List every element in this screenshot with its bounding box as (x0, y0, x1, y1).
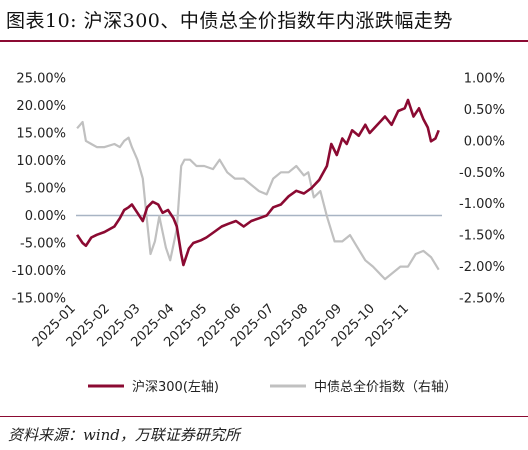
legend: 沪深300(左轴) 中债总全价指数（右轴） (88, 379, 457, 395)
y-right-tick-label: -0.50% (459, 166, 505, 181)
x-axis-ticks: 2025-012025-022025-032025-042025-052025-… (30, 301, 412, 350)
y-left-tick-label: 15.00% (16, 127, 66, 142)
left-axis-ticks: 25.00% 20.00% 15.00% 10.00% 5.00% 0.00% -5.00%… (12, 72, 66, 307)
y-right-tick-label: -1.50% (459, 229, 505, 244)
y-right-tick-label: -2.50% (459, 292, 505, 307)
right-axis-ticks: 1.00% 0.50% 0.00% -0.50% -1.00% -1.50% -2.00% -… (459, 72, 505, 307)
source-note: 资料来源：wind，万联证券研究所 (8, 426, 240, 444)
y-left-tick-label: -5.00% (20, 237, 66, 252)
y-left-tick-label: 25.00% (16, 72, 66, 87)
y-left-tick-label: -10.00% (12, 264, 66, 279)
y-right-tick-label: 0.50% (464, 103, 505, 118)
source-divider (0, 416, 528, 417)
legend-label-bond: 中债总全价指数（右轴） (314, 379, 457, 395)
title-divider (0, 40, 528, 42)
y-right-tick-label: 1.00% (464, 72, 505, 87)
hs300-series-line (76, 98, 440, 267)
bond-index-series-line (76, 120, 440, 281)
y-right-tick-label: -1.00% (459, 197, 505, 212)
y-left-tick-label: 0.00% (25, 209, 66, 224)
y-left-tick-label: 5.00% (25, 182, 66, 197)
y-left-tick-label: 10.00% (16, 154, 66, 169)
legend-label-hs300: 沪深300(左轴) (132, 379, 219, 395)
y-right-tick-label: 0.00% (464, 134, 505, 149)
chart-title: 图表10: 沪深300、中债总全价指数年内涨跌幅走势 (6, 10, 453, 32)
y-left-tick-label: 20.00% (16, 99, 66, 114)
y-right-tick-label: -2.00% (459, 260, 505, 275)
dual-axis-line-chart: 25.00% 20.00% 15.00% 10.00% 5.00% 0.00% -5.00%… (12, 72, 505, 396)
series-layer (76, 98, 440, 281)
y-left-tick-label: -15.00% (12, 292, 66, 307)
